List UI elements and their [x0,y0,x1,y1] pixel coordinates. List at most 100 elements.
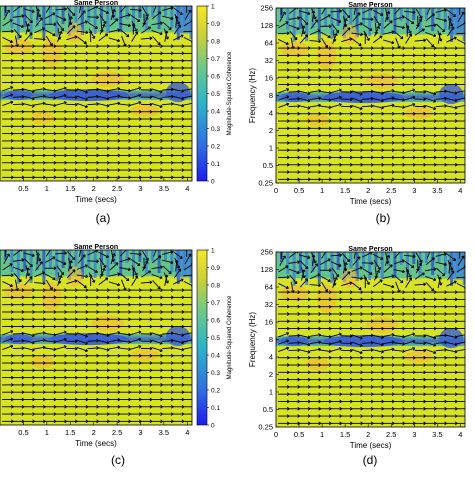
x-tick-label: 2 [366,430,370,439]
high-coherence-spot [5,283,33,299]
y-tick-label: 2 [269,370,273,379]
phase-arrowhead [466,61,468,64]
phase-arrowhead [466,178,468,181]
x-tick-label: 1.5 [65,428,75,437]
phase-arrow [289,350,300,351]
phase-arrowhead [465,89,467,92]
heatmap-area [276,248,468,427]
x-tick-label: 3.5 [432,430,442,439]
high-frequency-streak [400,8,403,21]
y-tick-label: 128 [260,21,273,30]
phase-arrowhead [466,356,468,359]
high-frequency-streak [381,8,384,35]
high-frequency-streak [368,252,371,280]
high-frequency-streak [62,6,65,24]
colorbar-tick-label: 0.8 [211,39,220,46]
phase-arrowhead [466,415,468,418]
colorbar-tick-label: 1 [211,248,215,255]
x-tick-label: 4 [185,428,189,437]
phase-arrowhead [193,118,195,121]
phase-arrow [13,104,24,105]
low-coherence-blob [166,326,190,346]
x-tick-label: 4 [458,186,462,195]
phase-arrowhead [192,30,194,33]
phase-arrowhead [192,87,194,90]
y-tick-label: 0.25 [258,423,273,432]
phase-arrowhead [465,97,467,100]
phase-arrow [289,343,300,344]
phase-arrowhead [193,318,195,321]
x-tick-label: 0.5 [294,430,304,439]
phase-arrow [407,270,408,281]
phase-arrowhead [466,320,468,323]
phase-arrowhead [185,2,188,4]
x-tick-label: 3 [138,428,142,437]
phase-arrow [289,91,300,92]
phase-arrowhead [466,156,468,159]
phase-arrowhead [466,32,468,35]
phase-arrowhead [155,2,158,5]
high-frequency-streak [318,8,321,40]
phase-arrowhead [192,339,194,342]
high-frequency-streak [138,6,141,18]
high-frequency-streak [94,250,97,278]
phase-arrowhead [466,54,468,57]
high-frequency-streak [400,252,403,265]
phase-arrow [87,261,98,262]
colorbar-tick-label: 0.5 [211,335,220,342]
phase-arrowhead [466,276,468,279]
y-tick-label: 0.5 [263,405,273,414]
colorbar-tick-label: 0.5 [211,91,220,98]
high-frequency-streak [42,6,45,38]
phase-arrowhead [193,74,195,77]
phase-arrowhead [193,67,195,70]
x-tick-label: 2.5 [112,184,122,193]
colorbar-tick-label: 1 [211,4,215,11]
phase-arrowhead [466,76,468,79]
phase-arrowhead [193,383,195,386]
phase-arrowhead [466,69,468,72]
colorbar-tick-label: 0.2 [211,388,220,395]
high-frequency-streak [412,8,415,20]
y-tick-label: 32 [265,56,273,65]
high-frequency-streak [87,6,90,22]
high-frequency-streak [119,250,122,276]
low-coherence-blob [166,82,190,102]
phase-arrowhead [466,378,468,381]
x-axis-label: Time (secs) [75,439,117,448]
high-frequency-streak [362,8,365,24]
high-frequency-streak [368,8,371,36]
phase-arrow [13,348,24,349]
high-frequency-streak [158,6,161,29]
y-tick-label: 8 [269,335,273,344]
phase-arrowhead [280,4,283,6]
phase-arrowhead [466,393,468,396]
low-coherence-blob [324,335,404,347]
phase-arrow [278,33,289,34]
high-frequency-streak [126,6,129,19]
high-frequency-streak [330,8,333,39]
colorbar-label: Magnitude-Squared Coherence [227,295,233,379]
high-frequency-streak [87,250,90,266]
colorbar-tick-label: 0 [211,423,215,430]
high-frequency-streak [318,252,321,284]
phase-arrowhead [325,249,327,252]
y-tick-label: 4 [269,109,273,118]
high-coherence-spot [405,107,433,119]
phase-arrowhead [466,371,468,374]
phase-arrowhead [280,248,283,250]
y-tick-label: 1 [269,388,273,397]
colorbar-tick-label: 0.4 [211,109,220,116]
phase-arrowhead [193,303,195,306]
phase-arrowhead [193,125,195,128]
high-frequency-streak [337,8,340,26]
x-tick-label: 1 [320,186,324,195]
high-frequency-streak [337,252,340,270]
phase-arrowhead [429,4,432,7]
x-tick-label: 1.5 [65,184,75,193]
phase-arrowhead [466,422,468,425]
phase-arrowhead [185,246,188,248]
x-tick-label: 0.5 [18,428,28,437]
panel-label: (b) [376,211,391,225]
